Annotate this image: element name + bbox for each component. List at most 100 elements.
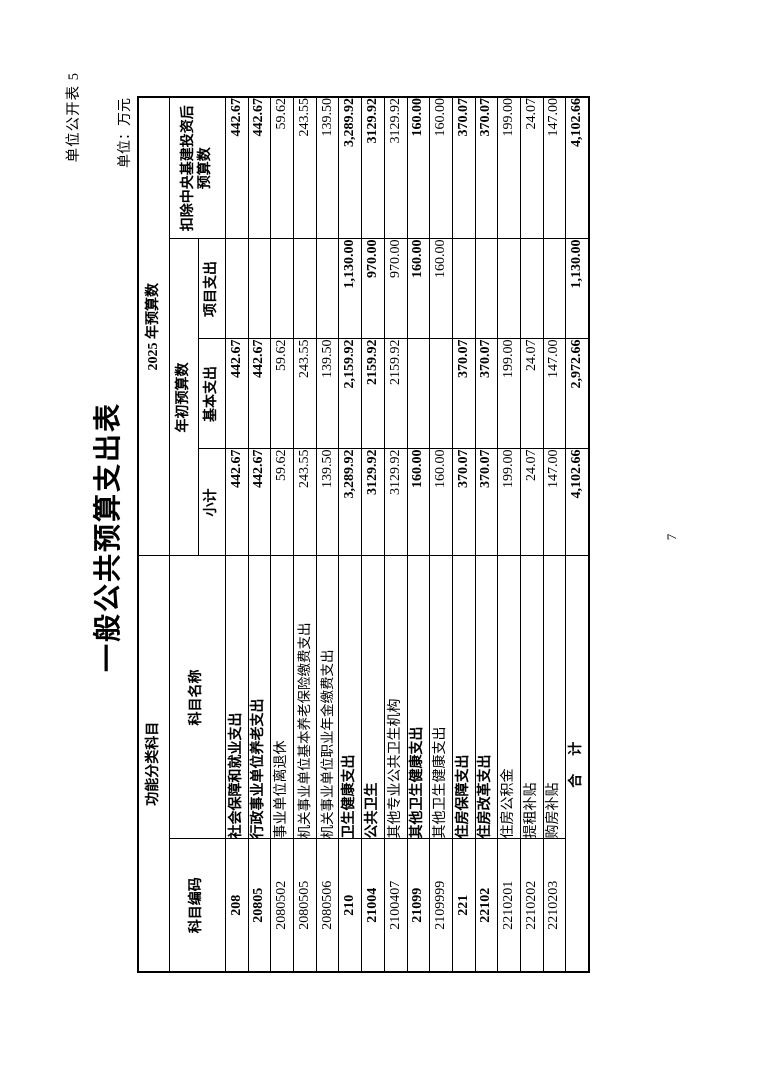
total-row: 合 计 4,102.66 2,972.66 1,130.00 4,102.66 (565, 97, 589, 972)
subtotal-cell: 3129.92 (361, 449, 385, 556)
subtotal-cell: 160.00 (429, 449, 453, 556)
project-cell (497, 239, 521, 339)
project-cell (452, 239, 476, 339)
after-deduction-cell: 147.00 (543, 97, 566, 239)
name-cell: 行政事业单位养老支出 (248, 556, 271, 839)
after-deduction-cell: 3129.92 (361, 97, 385, 239)
after-deduction-cell: 3129.92 (384, 97, 407, 239)
project-cell (293, 239, 317, 339)
subtotal-cell: 3129.92 (384, 449, 407, 556)
project-cell (248, 239, 271, 339)
total-label-cell: 合 计 (565, 556, 589, 972)
basic-cell (429, 339, 453, 449)
table-row: 208 社会保障和就业支出 442.67 442.67 442.67 (225, 97, 249, 972)
subtotal-cell: 243.55 (293, 449, 317, 556)
subtotal-cell: 442.67 (248, 449, 271, 556)
header-basic: 基本支出 (198, 339, 226, 449)
table-row: 20805 行政事业单位养老支出 442.67 442.67 442.67 (248, 97, 271, 972)
name-cell: 其他卫生健康支出 (407, 556, 430, 839)
code-cell: 21099 (407, 839, 430, 972)
basic-cell (407, 339, 430, 449)
project-cell (475, 239, 498, 339)
project-cell (225, 239, 249, 339)
basic-cell: 2159.92 (361, 339, 385, 449)
project-cell: 160.00 (407, 239, 430, 339)
after-deduction-cell: 59.62 (270, 97, 294, 239)
table-row: 2080502 事业单位离退休 59.62 59.62 59.62 (270, 97, 294, 972)
table-row: 21004 公共卫生 3129.92 2159.92 970.00 3129.92 (361, 97, 385, 972)
unit-label: 单位：万元 (118, 98, 133, 168)
after-deduction-cell: 160.00 (407, 97, 430, 239)
subtotal-cell: 370.07 (452, 449, 476, 556)
doc-label: 单位公开表 5 (66, 72, 82, 163)
basic-cell: 243.55 (293, 339, 317, 449)
page-number: 7 (664, 533, 679, 541)
subtotal-cell: 199.00 (497, 449, 521, 556)
name-cell: 社会保障和就业支出 (225, 556, 249, 839)
subtotal-cell: 160.00 (407, 449, 430, 556)
table-row: 22102 住房改革支出 370.07 370.07 370.07 (475, 97, 498, 972)
code-cell: 2080506 (316, 839, 339, 972)
project-cell: 970.00 (384, 239, 407, 339)
subtotal-cell: 370.07 (475, 449, 498, 556)
name-cell: 住房公积金 (497, 556, 521, 839)
table-row: 2210201 住房公积金 199.00 199.00 199.00 (497, 97, 521, 972)
name-cell: 购房补贴 (543, 556, 566, 839)
project-cell (520, 239, 544, 339)
after-deduction-cell: 3,289.92 (338, 97, 362, 239)
code-cell: 2080505 (293, 839, 317, 972)
subtotal-cell: 139.50 (316, 449, 339, 556)
code-cell: 2210201 (497, 839, 521, 972)
code-cell: 208 (225, 839, 249, 972)
subtotal-cell: 59.62 (270, 449, 294, 556)
after-deduction-cell: 370.07 (475, 97, 498, 239)
name-cell: 提租补贴 (520, 556, 544, 839)
header-after-deduction: 扣除中央基建投资后 预算数 (169, 97, 226, 239)
basic-cell: 442.67 (248, 339, 271, 449)
code-cell: 22102 (475, 839, 498, 972)
header-name: 科目名称 (169, 556, 226, 839)
header-after-deduction-line1: 扣除中央基建投资后 (181, 105, 197, 232)
table-body: 208 社会保障和就业支出 442.67 442.67 442.67 20805 行政事业单… (225, 97, 589, 972)
subtotal-cell: 24.07 (520, 449, 544, 556)
table-row: 2210203 购房补贴 147.00 147.00 147.00 (543, 97, 566, 972)
project-cell (543, 239, 566, 339)
header-project: 项目支出 (198, 239, 226, 339)
after-deduction-cell: 442.67 (248, 97, 271, 239)
basic-cell: 199.00 (497, 339, 521, 449)
basic-cell: 370.07 (475, 339, 498, 449)
after-deduction-cell: 442.67 (225, 97, 249, 239)
name-cell: 机关事业单位基本养老保险缴费支出 (293, 556, 317, 839)
subtotal-cell: 442.67 (225, 449, 249, 556)
header-subtotal: 小计 (198, 449, 226, 556)
basic-cell: 24.07 (520, 339, 544, 449)
name-cell: 公共卫生 (361, 556, 385, 839)
after-deduction-cell: 4,102.66 (565, 97, 589, 239)
header-func-group: 功能分类科目 (138, 556, 170, 972)
basic-cell: 2159.92 (384, 339, 407, 449)
after-deduction-cell: 199.00 (497, 97, 521, 239)
project-cell: 1,130.00 (338, 239, 362, 339)
subtotal-cell: 3,289.92 (338, 449, 362, 556)
table-row: 21099 其他卫生健康支出 160.00 160.00 160.00 (407, 97, 430, 972)
header-initial-group: 年初预算数 (169, 239, 199, 556)
project-cell (316, 239, 339, 339)
code-cell: 2109999 (429, 839, 453, 972)
table-row: 2100407 其他专业公共卫生机构 3129.92 2159.92 970.00 312… (384, 97, 407, 972)
table-row: 2080505 机关事业单位基本养老保险缴费支出 243.55 243.55 243.5… (293, 97, 317, 972)
after-deduction-cell: 139.50 (316, 97, 339, 239)
project-cell: 160.00 (429, 239, 453, 339)
after-deduction-cell: 370.07 (452, 97, 476, 239)
header-after-deduction-line2: 预算数 (197, 147, 213, 190)
basic-cell: 147.00 (543, 339, 566, 449)
name-cell: 其他卫生健康支出 (429, 556, 453, 839)
after-deduction-cell: 24.07 (520, 97, 544, 239)
code-cell: 221 (452, 839, 476, 972)
subtotal-cell: 4,102.66 (565, 449, 589, 556)
project-cell: 970.00 (361, 239, 385, 339)
code-cell: 2210203 (543, 839, 566, 972)
code-cell: 20805 (248, 839, 271, 972)
budget-table: 功能分类科目 2025 年预算数 科目编码 科目名称 年初预算数 扣除中央基建投… (137, 96, 590, 973)
table-row: 2109999 其他卫生健康支出 160.00 160.00 160.00 (429, 97, 453, 972)
